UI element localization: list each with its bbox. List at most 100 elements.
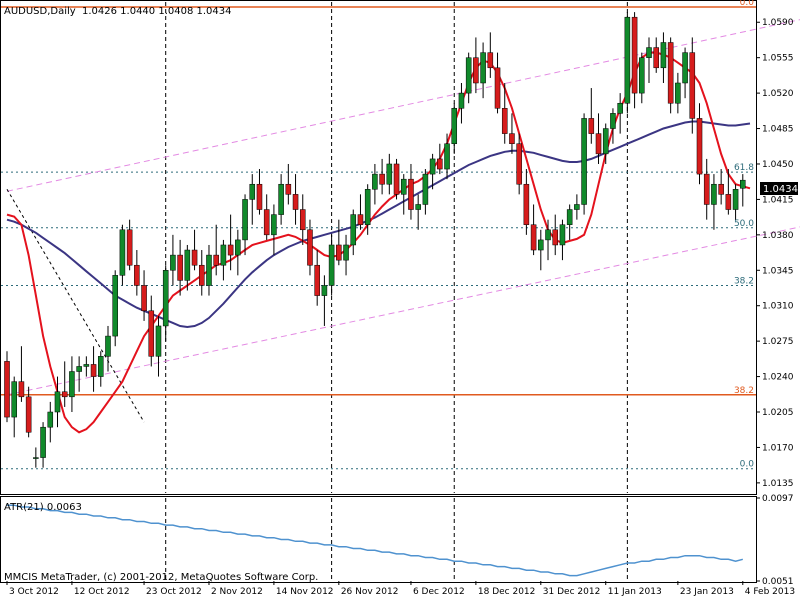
candle-28[interactable] (206, 244, 212, 296)
candle-73[interactable] (530, 204, 537, 256)
candle-99[interactable] (718, 169, 724, 205)
candle-62[interactable] (451, 103, 458, 154)
candle-6[interactable] (47, 401, 54, 443)
candle-25[interactable] (184, 244, 191, 291)
candle-63[interactable] (458, 82, 465, 124)
candle-31[interactable] (227, 214, 234, 271)
candle-74[interactable] (538, 229, 544, 271)
candle-78[interactable] (566, 204, 573, 240)
candle-12[interactable] (90, 346, 97, 392)
candle-102[interactable] (740, 174, 746, 207)
candle-42[interactable] (307, 219, 313, 276)
candle-66[interactable] (480, 42, 486, 99)
candle-57[interactable] (415, 194, 421, 230)
candle-85[interactable] (617, 93, 623, 134)
candle-59[interactable] (429, 153, 436, 190)
candle-79[interactable] (574, 194, 580, 220)
candle-39[interactable] (285, 163, 292, 205)
candle-32[interactable] (235, 229, 241, 276)
candle-21[interactable] (155, 315, 162, 377)
candle-55[interactable] (400, 174, 407, 215)
candle-52[interactable] (379, 158, 385, 195)
candle-18[interactable] (134, 250, 140, 296)
candle-41[interactable] (299, 194, 306, 245)
candle-53[interactable] (386, 153, 393, 195)
candle-94[interactable] (682, 47, 688, 99)
candle-56[interactable] (408, 163, 414, 220)
candle-100[interactable] (725, 169, 732, 215)
candle-24[interactable] (177, 239, 183, 296)
candle-7[interactable] (54, 376, 61, 428)
candle-72[interactable] (523, 169, 530, 235)
candle-75[interactable] (545, 219, 551, 261)
candle-101[interactable] (732, 184, 739, 220)
candle-3[interactable] (25, 386, 32, 438)
candle-48[interactable] (350, 209, 357, 256)
candle-40[interactable] (292, 174, 299, 225)
candle-82[interactable] (595, 113, 602, 164)
candle-89[interactable] (646, 37, 652, 83)
candle-47[interactable] (343, 234, 349, 276)
candle-13[interactable] (98, 351, 104, 387)
candle-23[interactable] (170, 234, 176, 286)
candles-layer[interactable] (4, 12, 746, 468)
candle-5[interactable] (40, 422, 46, 468)
candle-95[interactable] (689, 37, 696, 134)
candle-9[interactable] (69, 356, 75, 413)
candle-87[interactable] (631, 12, 638, 109)
candle-86[interactable] (624, 12, 631, 114)
candle-50[interactable] (364, 184, 371, 235)
candle-49[interactable] (357, 194, 364, 230)
candle-22[interactable] (162, 265, 169, 342)
candle-43[interactable] (314, 250, 320, 306)
candle-91[interactable] (660, 32, 667, 83)
candle-93[interactable] (675, 72, 681, 114)
candle-37[interactable] (271, 204, 277, 256)
candle-10[interactable] (76, 356, 82, 392)
candle-77[interactable] (559, 219, 566, 261)
candle-15[interactable] (112, 270, 118, 347)
candle-70[interactable] (509, 113, 515, 154)
candle-69[interactable] (501, 82, 508, 144)
candle-1[interactable] (11, 376, 17, 438)
candle-92[interactable] (667, 37, 674, 114)
candle-27[interactable] (198, 250, 205, 296)
candle-51[interactable] (372, 163, 378, 205)
candle-58[interactable] (422, 169, 429, 215)
candle-45[interactable] (328, 234, 335, 296)
candle-84[interactable] (610, 108, 616, 144)
candle-33[interactable] (242, 194, 248, 256)
candle-14[interactable] (105, 325, 111, 372)
candle-0[interactable] (4, 351, 10, 423)
candle-16[interactable] (119, 224, 126, 286)
candle-64[interactable] (465, 52, 472, 104)
candle-19[interactable] (141, 270, 147, 321)
candle-60[interactable] (437, 143, 443, 175)
candle-4[interactable] (33, 447, 39, 468)
candle-76[interactable] (552, 214, 559, 256)
candle-34[interactable] (249, 174, 256, 225)
candle-17[interactable] (126, 219, 133, 271)
candle-11[interactable] (83, 356, 90, 377)
candle-90[interactable] (653, 37, 659, 73)
candle-68[interactable] (494, 52, 501, 114)
candle-26[interactable] (191, 229, 198, 271)
candle-71[interactable] (516, 133, 522, 195)
candle-29[interactable] (213, 224, 219, 276)
candle-61[interactable] (444, 133, 450, 180)
candle-81[interactable] (588, 88, 595, 144)
candle-98[interactable] (711, 174, 717, 230)
candle-20[interactable] (148, 295, 155, 367)
candle-35[interactable] (256, 169, 263, 215)
candle-36[interactable] (263, 194, 270, 240)
candle-97[interactable] (703, 158, 710, 220)
candle-38[interactable] (278, 174, 284, 225)
candle-88[interactable] (639, 52, 645, 104)
candle-96[interactable] (696, 103, 703, 185)
candle-46[interactable] (336, 219, 342, 266)
candle-2[interactable] (18, 346, 25, 402)
candle-8[interactable] (61, 361, 68, 407)
candle-80[interactable] (581, 113, 587, 215)
